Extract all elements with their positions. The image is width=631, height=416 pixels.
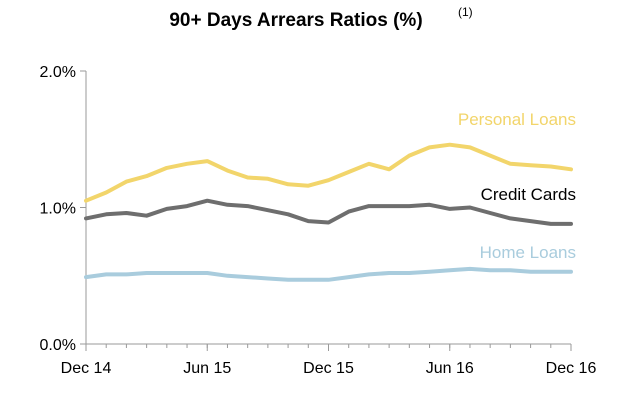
series-lines xyxy=(84,142,573,282)
series-label-personal-loans: Personal Loans xyxy=(458,110,576,129)
series-label-credit-cards: Credit Cards xyxy=(481,185,576,204)
x-tick-label: Dec 14 xyxy=(61,360,112,377)
series-line-personal-loans xyxy=(84,142,573,203)
series-labels: Personal Loans Credit Cards Home Loans xyxy=(458,110,576,262)
x-tick-label: Dec 16 xyxy=(546,360,597,377)
x-tick-label: Jun 15 xyxy=(183,360,231,377)
series-label-home-loans: Home Loans xyxy=(480,243,576,262)
chart-title: 90+ Days Arrears Ratios (%) xyxy=(169,10,422,31)
chart-title-footnote: (1) xyxy=(458,5,473,19)
x-tick-label: Dec 15 xyxy=(303,360,354,377)
x-tick-label: Jun 16 xyxy=(426,360,474,377)
y-tick-label: 0.0% xyxy=(40,337,76,354)
series-line-credit-cards xyxy=(84,198,573,226)
axes: 0.0% 1.0% 2.0% Dec 14 Jun 15 Dec 15 Jun 16 Dec … xyxy=(40,64,597,377)
series-line-home-loans xyxy=(84,266,573,282)
y-tick-label: 1.0% xyxy=(40,201,76,218)
y-tick-label: 2.0% xyxy=(40,64,76,81)
